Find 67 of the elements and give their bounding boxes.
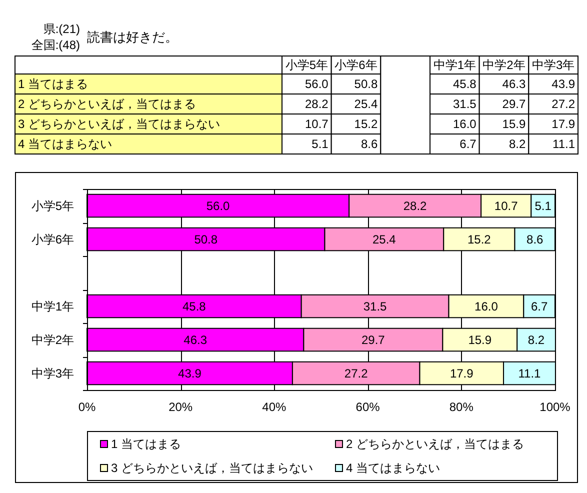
data-label: 50.8 [194, 232, 218, 246]
data-label: 28.2 [403, 198, 427, 213]
data-label: 29.7 [362, 332, 385, 347]
table-value: 5.1 [312, 137, 328, 151]
table-value: 15.9 [502, 117, 526, 131]
category-label: 中学1年 [31, 299, 74, 314]
table-value: 27.2 [552, 97, 575, 111]
category-label: 小学6年 [31, 232, 74, 246]
table-value: 43.9 [552, 77, 575, 91]
table-row-label: 3 どちらかといえば，当てはまらない [18, 117, 220, 131]
legend-label: 3 どちらかといえば，当てはまらない [111, 461, 314, 475]
table-value: 25.4 [354, 97, 378, 111]
table-col-label: 中学1年 [433, 58, 476, 72]
data-label: 15.9 [468, 332, 492, 347]
table-row-label: 1 当てはまる [18, 77, 88, 91]
legend-label: 4 当てはまらない [346, 461, 440, 475]
legend-label: 2 どちらかといえば，当てはまる [346, 437, 524, 451]
table-value: 8.6 [360, 137, 378, 151]
annotation: 県:(21) [43, 22, 80, 36]
data-label: 6.7 [530, 299, 548, 314]
table-value: 6.7 [460, 137, 476, 151]
table-value: 11.1 [552, 137, 575, 151]
category-label: 小学5年 [31, 198, 74, 213]
category-label: 中学2年 [31, 332, 74, 347]
table-value: 45.8 [452, 77, 476, 91]
data-label: 43.9 [178, 366, 202, 380]
table-row-label: 2 どちらかといえば，当てはまる [18, 97, 196, 111]
data-label: 46.3 [184, 332, 208, 347]
data-label: 10.7 [494, 198, 518, 213]
data-label: 56.0 [206, 198, 230, 213]
data-label: 17.9 [450, 366, 474, 380]
tick-label: 0% [78, 400, 96, 414]
tick-label: 20% [168, 400, 193, 414]
table-value: 17.9 [552, 117, 575, 131]
data-label: 27.2 [344, 366, 368, 380]
data-label: 25.4 [372, 232, 396, 246]
table-value: 10.7 [304, 117, 328, 131]
title: 読書は好きだ。 [87, 30, 178, 44]
table-col-label: 小学5年 [285, 58, 328, 72]
table-col-label: 中学3年 [532, 58, 575, 72]
table-value: 16.0 [452, 117, 476, 131]
data-label: 11.1 [518, 366, 541, 380]
table-value: 46.3 [502, 77, 526, 91]
table-col-label: 中学2年 [482, 58, 526, 72]
table-value: 8.2 [508, 137, 526, 151]
data-label: 5.1 [534, 198, 552, 213]
table-value: 28.2 [304, 97, 328, 111]
table-value: 50.8 [354, 77, 378, 91]
data-label: 45.8 [182, 299, 206, 314]
table-value: 31.5 [452, 97, 476, 111]
data-label: 8.2 [528, 332, 545, 347]
table-value: 15.2 [354, 117, 378, 131]
legend-label: 1 当てはまる [111, 437, 182, 451]
data-label: 16.0 [474, 299, 498, 314]
table-value: 56.0 [304, 77, 328, 91]
category-label: 中学3年 [31, 366, 74, 380]
table-value: 29.7 [502, 97, 526, 111]
tick-label: 40% [262, 400, 286, 414]
tick-label: 80% [449, 400, 474, 414]
table-row-label: 4 当てはまらない [18, 137, 112, 151]
annotation: 全国:(48) [31, 38, 80, 52]
table-col-label: 小学6年 [334, 58, 378, 72]
tick-label: 60% [356, 400, 380, 414]
data-label: 15.2 [468, 232, 491, 246]
data-label: 31.5 [363, 299, 387, 314]
data-label: 8.6 [526, 232, 544, 246]
tick-label: 100% [540, 400, 570, 414]
